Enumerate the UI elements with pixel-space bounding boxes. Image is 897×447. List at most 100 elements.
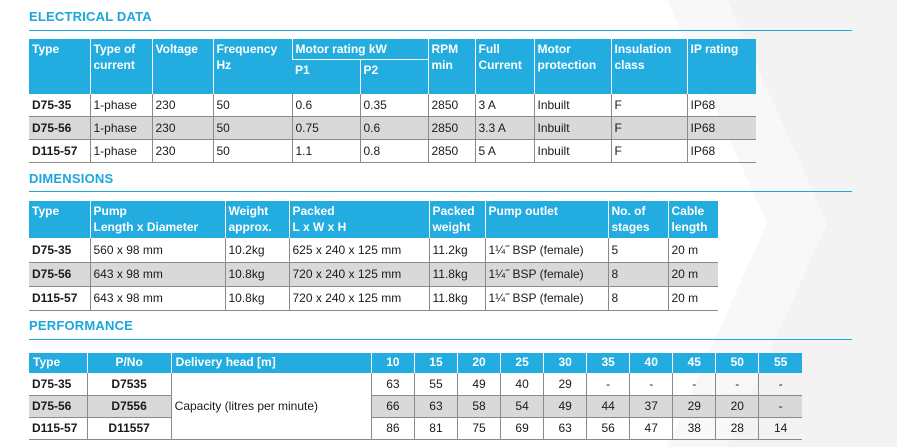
col-head-20: 20 (456, 353, 501, 373)
cell-type: D115-57 (29, 139, 90, 163)
cell-voltage: 230 (151, 93, 213, 117)
table-row: D75-35 D7535 Capacity (litres per minute… (29, 373, 802, 440)
table-row: D75-56 643 x 98 mm 10.8kg 720 x 240 x 12… (29, 262, 718, 287)
table-row: D75-35 1-phase 230 50 0.6 0.35 2850 3 A … (29, 93, 756, 117)
col-p1: P1 (292, 59, 360, 94)
cell-capacity: 49 (543, 395, 587, 418)
cell-capacity: - (758, 395, 802, 418)
cell-weight: 10.2kg (224, 238, 289, 263)
cell-stages: 8 (607, 286, 668, 311)
col-weight: Weight approx. (224, 201, 289, 238)
col-insulation-class: Insulation class (610, 39, 687, 94)
cell-ip: IP68 (686, 116, 756, 140)
table-row: D115-57 643 x 98 mm 10.8kg 720 x 240 x 1… (29, 286, 718, 311)
cell-outlet: 1¼˝ BSP (female) (484, 262, 608, 287)
cell-cable: 20 m (667, 286, 718, 311)
col-head-50: 50 (715, 353, 759, 373)
cell-capacity: 75 (456, 417, 501, 440)
cell-pump: 643 x 98 mm (89, 286, 225, 311)
cell-capacity: 58 (456, 395, 501, 418)
cell-stages: 5 (607, 238, 668, 263)
cell-type: D75-35 (29, 238, 90, 263)
cell-packed-weight: 11.2kg (428, 238, 485, 263)
cell-pump: 560 x 98 mm (89, 238, 225, 263)
col-ip-rating: IP rating (686, 39, 756, 94)
col-packed-dimensions: Packed L x W x H (288, 201, 429, 238)
col-head-55: 55 (758, 353, 802, 373)
col-head-45: 45 (672, 353, 716, 373)
col-pump-dimensions: Pump Length x Diameter (89, 201, 225, 238)
cell-protection: Inbuilt (533, 116, 611, 140)
electrical-data-rule (29, 30, 852, 31)
dimensions-rule (29, 191, 852, 192)
electrical-header-row: Type Type of current Voltage Frequency Hz … (29, 39, 756, 94)
table-row: D115-57 1-phase 230 50 1.1 0.8 2850 5 A … (29, 139, 756, 163)
cell-capacity: 54 (500, 395, 544, 418)
cell-capacity: 49 (456, 373, 501, 396)
col-head-35: 35 (586, 353, 630, 373)
cell-capacity: 63 (413, 395, 458, 418)
performance-header-row: Type P/No Delivery head [m] 10 15 20 25 … (29, 353, 802, 373)
cell-capacity: 40 (500, 373, 544, 396)
cell-insulation: F (610, 139, 687, 163)
cell-capacity: 56 (586, 417, 630, 440)
table-row: D75-35 560 x 98 mm 10.2kg 625 x 240 x 12… (29, 238, 718, 263)
cell-cable: 20 m (667, 238, 718, 263)
cell-full-current: 3 A (474, 93, 534, 117)
cell-capacity: - (715, 373, 759, 396)
cell-capacity: 86 (370, 417, 415, 440)
col-motor-protection: Motor protection (533, 39, 611, 94)
cell-type: D75-56 (29, 116, 90, 140)
table-row: D75-56 D7556 66 63 58 54 49 44 37 29 20 … (29, 395, 802, 418)
cell-frequency: 50 (212, 139, 292, 163)
col-head-40: 40 (629, 353, 673, 373)
col-motor-rating: Motor rating kW (291, 39, 428, 60)
cell-p1: 0.75 (291, 116, 360, 140)
cell-cable: 20 m (667, 262, 718, 287)
col-head-10: 10 (370, 353, 415, 373)
col-part-number: P/No (86, 353, 172, 373)
cell-frequency: 50 (212, 116, 292, 140)
cell-packed: 720 x 240 x 125 mm (288, 286, 429, 311)
cell-capacity: - (629, 373, 673, 396)
cell-protection: Inbuilt (533, 139, 611, 163)
cell-pump: 643 x 98 mm (89, 262, 225, 287)
cell-stages: 8 (607, 262, 668, 287)
col-pump-outlet: Pump outlet (484, 201, 608, 238)
cell-part-number: D7556 (86, 395, 172, 418)
col-type-of-current: Type of current (89, 39, 152, 94)
col-voltage: Voltage (151, 39, 213, 94)
cell-type: D115-57 (29, 417, 88, 440)
cell-ip: IP68 (686, 93, 756, 117)
cell-capacity: 44 (586, 395, 630, 418)
cell-current: 1-phase (89, 116, 152, 140)
cell-capacity: 47 (629, 417, 673, 440)
cell-type: D75-35 (29, 93, 90, 117)
cell-p1: 0.6 (291, 93, 360, 117)
performance-table: Type P/No Delivery head [m] 10 15 20 25 … (29, 353, 802, 440)
col-head-15: 15 (413, 353, 458, 373)
cell-weight: 10.8kg (224, 286, 289, 311)
col-frequency: Frequency Hz (212, 39, 292, 94)
cell-capacity: 20 (715, 395, 759, 418)
cell-current: 1-phase (89, 139, 152, 163)
col-packed-weight: Packed weight (428, 201, 485, 238)
cell-packed: 625 x 240 x 125 mm (288, 238, 429, 263)
cell-voltage: 230 (151, 139, 213, 163)
cell-packed-weight: 11.8kg (428, 262, 485, 287)
cell-type: D115-57 (29, 286, 90, 311)
cell-full-current: 3.3 A (474, 116, 534, 140)
cell-part-number: D11557 (86, 417, 172, 440)
cell-capacity: 69 (500, 417, 544, 440)
cell-capacity: 66 (370, 395, 415, 418)
cell-capacity: 29 (672, 395, 716, 418)
cell-p2: 0.35 (359, 93, 428, 117)
dimensions-header-row: Type Pump Length x Diameter Weight approx.… (29, 201, 718, 238)
cell-insulation: F (610, 116, 687, 140)
cell-part-number: D7535 (86, 373, 172, 396)
cell-capacity: 55 (413, 373, 458, 396)
cell-capacity: - (758, 373, 802, 396)
col-p2: P2 (359, 59, 428, 94)
cell-capacity: 81 (413, 417, 458, 440)
cell-packed-weight: 11.8kg (428, 286, 485, 311)
